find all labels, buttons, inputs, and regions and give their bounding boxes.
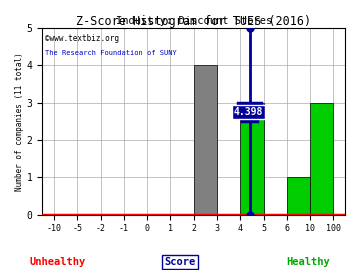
Text: 4.398: 4.398 [234,107,263,117]
Text: ©www.textbiz.org: ©www.textbiz.org [45,33,120,43]
Text: Healthy: Healthy [286,257,330,267]
Title: Z-Score Histogram for TUES (2016): Z-Score Histogram for TUES (2016) [76,15,311,28]
Bar [240,103,264,215]
Bar [287,177,310,215]
Text: The Research Foundation of SUNY: The Research Foundation of SUNY [45,50,177,56]
Text: Industry: Discount Stores: Industry: Discount Stores [116,16,272,26]
Text: Score: Score [165,257,195,267]
Y-axis label: Number of companies (11 total): Number of companies (11 total) [15,52,24,191]
Bar [194,65,217,215]
Bar [310,103,333,215]
Text: Unhealthy: Unhealthy [30,257,86,267]
